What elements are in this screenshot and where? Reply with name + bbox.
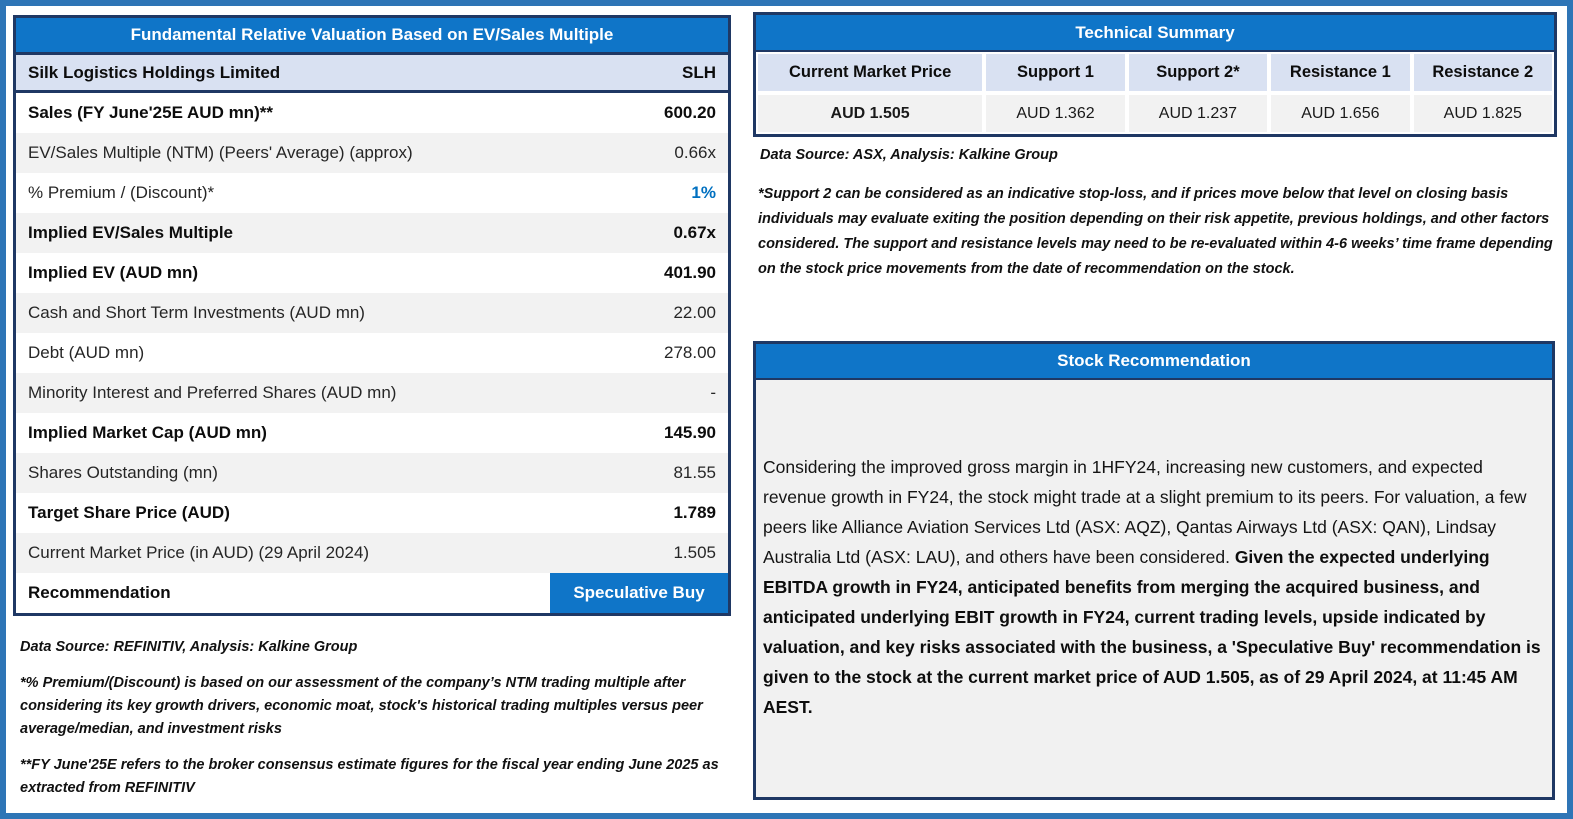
company-name: Silk Logistics Holdings Limited: [28, 62, 281, 82]
row-value: 401.90: [664, 263, 716, 282]
table-row-premium-discount: % Premium / (Discount)* 1%: [16, 173, 728, 213]
header-resistance-1: Resistance 1: [1271, 54, 1410, 91]
technical-data-source: Data Source: ASX, Analysis: Kalkine Grou…: [760, 147, 1058, 163]
header-current-market-price: Current Market Price: [758, 54, 983, 91]
stock-recommendation-title: Stock Recommendation: [756, 344, 1552, 380]
row-value-premium: 1%: [691, 183, 716, 202]
support-2-footnote: *Support 2 can be considered as an indic…: [758, 186, 1553, 277]
table-row-target-share-price: Target Share Price (AUD) 1.789: [16, 493, 728, 533]
company-header-row: Silk Logistics Holdings Limited SLH: [16, 55, 728, 93]
row-value: 1.505: [673, 543, 716, 562]
header-resistance-2: Resistance 2: [1413, 54, 1553, 91]
premium-footnote: *% Premium/(Discount) is based on our as…: [20, 674, 703, 737]
value-resistance-2: AUD 1.825: [1413, 95, 1553, 132]
row-value: 0.66x: [674, 143, 716, 162]
row-value: 81.55: [673, 463, 716, 482]
table-row-sales: Sales (FY June'25E AUD mn)** 600.20: [16, 93, 728, 133]
table-row-minority-interest: Minority Interest and Preferred Shares (…: [16, 373, 728, 413]
row-value: 22.00: [673, 303, 716, 322]
row-label: Target Share Price (AUD): [28, 503, 230, 522]
row-value: 0.67x: [673, 223, 716, 242]
valuation-data-source: Data Source: REFINITIV, Analysis: Kalkin…: [20, 639, 358, 655]
valuation-table: Fundamental Relative Valuation Based on …: [13, 15, 731, 616]
row-label: Minority Interest and Preferred Shares (…: [28, 383, 397, 402]
table-row-debt: Debt (AUD mn) 278.00: [16, 333, 728, 373]
value-support-2: AUD 1.237: [1128, 95, 1268, 132]
row-label: Implied Market Cap (AUD mn): [28, 423, 267, 442]
header-support-2: Support 2*: [1128, 54, 1268, 91]
valuation-table-title: Fundamental Relative Valuation Based on …: [16, 18, 728, 55]
table-row-shares-outstanding: Shares Outstanding (mn) 81.55: [16, 453, 728, 493]
row-label: EV/Sales Multiple (NTM) (Peers' Average)…: [28, 143, 413, 162]
table-row-current-market-price: Current Market Price (in AUD) (29 April …: [16, 533, 728, 573]
ticker-symbol: SLH: [682, 62, 716, 82]
table-row-cash: Cash and Short Term Investments (AUD mn)…: [16, 293, 728, 333]
value-resistance-1: AUD 1.656: [1271, 95, 1410, 132]
row-value: 278.00: [664, 343, 716, 362]
technical-summary-table: Technical Summary Current Market Price S…: [753, 12, 1557, 137]
fy-estimate-footnote: **FY June'25E refers to the broker conse…: [20, 756, 719, 796]
row-label: % Premium / (Discount)*: [28, 183, 215, 202]
recommendation-badge: Speculative Buy: [550, 573, 728, 613]
table-row-implied-ev-sales: Implied EV/Sales Multiple 0.67x: [16, 213, 728, 253]
recommendation-label: Recommendation: [28, 583, 171, 602]
value-support-1: AUD 1.362: [986, 95, 1125, 132]
valuation-footnotes: Data Source: REFINITIV, Analysis: Kalkin…: [20, 636, 728, 812]
recommendation-text-regular: Considering the improved gross margin in…: [763, 457, 1527, 567]
row-label: Sales (FY June'25E AUD mn)**: [28, 103, 273, 122]
value-current-market-price: AUD 1.505: [758, 95, 983, 132]
recommendation-text-bold: Given the expected underlying EBITDA gro…: [763, 547, 1541, 717]
table-row-ev-sales-multiple: EV/Sales Multiple (NTM) (Peers' Average)…: [16, 133, 728, 173]
table-row-implied-ev: Implied EV (AUD mn) 401.90: [16, 253, 728, 293]
row-label: Implied EV (AUD mn): [28, 263, 199, 282]
table-row-recommendation: Recommendation Speculative Buy: [16, 573, 728, 613]
row-value: -: [710, 383, 716, 402]
row-value: 145.90: [664, 423, 716, 442]
row-label: Debt (AUD mn): [28, 343, 145, 362]
technical-header-row: Current Market Price Support 1 Support 2…: [756, 52, 1554, 93]
row-label: Implied EV/Sales Multiple: [28, 223, 233, 242]
technical-summary-title: Technical Summary: [756, 15, 1554, 52]
stock-recommendation-body: Considering the improved gross margin in…: [756, 380, 1552, 722]
row-value: 1.789: [673, 503, 716, 522]
row-value: 600.20: [664, 103, 716, 122]
row-label: Shares Outstanding (mn): [28, 463, 218, 482]
table-row-implied-market-cap: Implied Market Cap (AUD mn) 145.90: [16, 413, 728, 453]
stock-recommendation-box: Stock Recommendation Considering the imp…: [753, 341, 1555, 800]
row-label: Cash and Short Term Investments (AUD mn): [28, 303, 365, 322]
header-support-1: Support 1: [986, 54, 1125, 91]
row-label: Current Market Price (in AUD) (29 April …: [28, 543, 370, 562]
technical-values-row: AUD 1.505 AUD 1.362 AUD 1.237 AUD 1.656 …: [756, 93, 1554, 134]
